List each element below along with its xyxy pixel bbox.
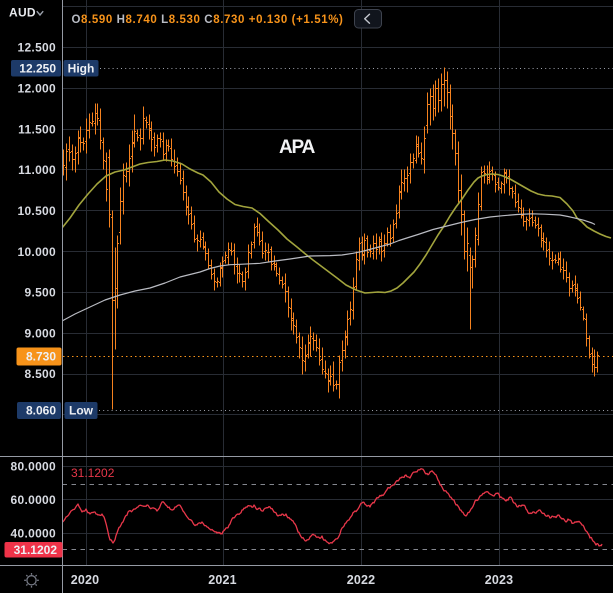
svg-text:12.250: 12.250 — [19, 62, 56, 76]
svg-text:AUD: AUD — [9, 6, 36, 20]
svg-text:40.0000: 40.0000 — [11, 526, 57, 540]
svg-text:12.000: 12.000 — [17, 82, 56, 96]
svg-text:2023: 2023 — [485, 573, 514, 587]
svg-text:11.500: 11.500 — [18, 122, 56, 136]
svg-text:High: High — [68, 62, 95, 76]
svg-text:10.500: 10.500 — [17, 204, 56, 218]
svg-text:2022: 2022 — [347, 573, 376, 587]
svg-text:9.000: 9.000 — [24, 326, 56, 340]
svg-text:60.0000: 60.0000 — [11, 493, 57, 507]
svg-text:80.0000: 80.0000 — [11, 459, 57, 473]
svg-text:APA: APA — [279, 137, 316, 158]
svg-text:O8.590 H8.740 L8.530 C8.730 +0: O8.590 H8.740 L8.530 C8.730 +0.130 (+1.5… — [72, 14, 344, 26]
svg-text:8.500: 8.500 — [24, 367, 56, 381]
svg-text:8.730: 8.730 — [26, 350, 56, 364]
svg-text:12.500: 12.500 — [17, 41, 56, 55]
svg-text:Low: Low — [69, 404, 94, 418]
svg-text:31.1202: 31.1202 — [14, 543, 58, 557]
svg-text:9.500: 9.500 — [24, 286, 56, 300]
svg-text:10.000: 10.000 — [17, 245, 56, 259]
svg-text:8.060: 8.060 — [26, 404, 56, 418]
svg-text:31.1202: 31.1202 — [71, 466, 115, 480]
svg-text:2020: 2020 — [71, 573, 100, 587]
svg-text:2021: 2021 — [208, 573, 237, 587]
svg-text:11.000: 11.000 — [18, 163, 56, 177]
